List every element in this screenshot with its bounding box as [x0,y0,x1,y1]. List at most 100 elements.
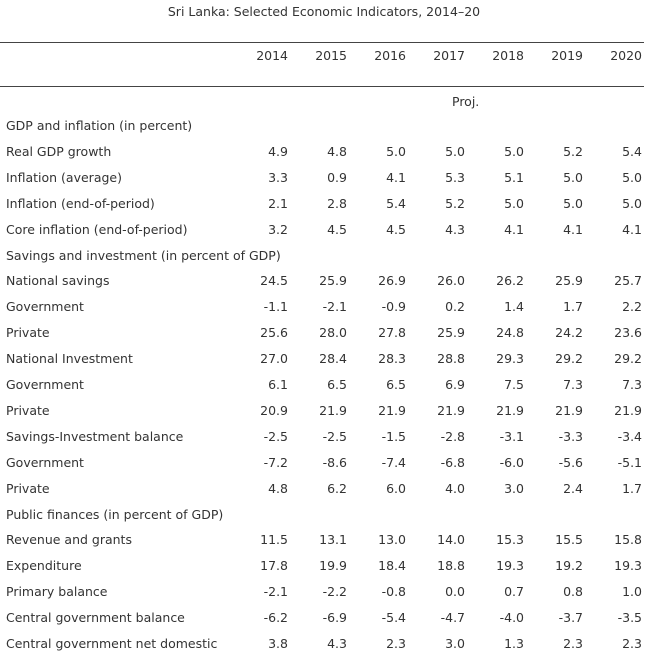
cell-2017: -6.8 [440,455,465,470]
cell-2020: 7.3 [622,377,642,392]
cell-2017: 26.0 [437,273,465,288]
row-label: Inflation (average) [6,170,122,185]
cell-2020: 4.1 [622,222,642,237]
row-label: Real GDP growth [6,144,112,159]
cell-2015: 13.1 [319,532,347,547]
cell-2016: -7.4 [381,455,406,470]
table-row: Core inflation (end-of-period) 3.2 4.5 4.5 4… [0,222,648,248]
cell-2018: 7.5 [504,377,524,392]
cell-2018: -3.1 [499,429,524,444]
cell-2018: 19.3 [496,558,524,573]
cell-2014: -2.5 [263,429,288,444]
cell-2019: 2.4 [563,481,583,496]
cell-2020: 2.3 [622,636,642,651]
cell-2014: -6.2 [263,610,288,625]
header-top-rule [0,42,644,43]
row-label: Government [6,455,84,470]
cell-2018: -6.0 [499,455,524,470]
cell-2019: 7.3 [563,377,583,392]
cell-2014: 11.5 [260,532,288,547]
cell-2017: 0.2 [445,299,465,314]
cell-2016: 5.0 [386,144,406,159]
cell-2017: 4.0 [445,481,465,496]
row-label: Government [6,299,84,314]
cell-2020: 25.7 [614,273,642,288]
cell-2016: 13.0 [378,532,406,547]
cell-2020: 2.2 [622,299,642,314]
cell-2016: 4.1 [386,170,406,185]
year-header-2019: 2019 [551,48,583,63]
cell-2020: 1.7 [622,481,642,496]
cell-2015: 4.5 [327,222,347,237]
table-row: Government -1.1 -2.1 -0.9 0.2 1.4 1.7 2.2 [0,299,648,325]
row-label: Savings-Investment balance [6,429,184,444]
cell-2018: -4.0 [499,610,524,625]
cell-2016: 2.3 [386,636,406,651]
cell-2016: 18.4 [378,558,406,573]
cell-2014: 24.5 [260,273,288,288]
year-header-2018: 2018 [492,48,524,63]
cell-2018: 1.4 [504,299,524,314]
table-row: Inflation (end-of-period) 2.1 2.8 5.4 5.2 5.0… [0,196,648,222]
row-label: Private [6,481,50,496]
cell-2015: 2.8 [327,196,347,211]
cell-2018: 24.8 [496,325,524,340]
section-header-row: Savings and investment (in percent of GD… [0,248,648,274]
cell-2015: 28.4 [319,351,347,366]
table-row: Government -7.2 -8.6 -7.4 -6.8 -6.0 -5.6 -5.1 [0,455,648,481]
cell-2018: 3.0 [504,481,524,496]
cell-2014: 25.6 [260,325,288,340]
row-label: Private [6,325,50,340]
cell-2019: -3.3 [558,429,583,444]
year-header-2017: 2017 [433,48,465,63]
cell-2014: 2.1 [268,196,288,211]
cell-2014: 4.8 [268,481,288,496]
cell-2020: 21.9 [614,403,642,418]
cell-2019: -5.6 [558,455,583,470]
cell-2017: 6.9 [445,377,465,392]
row-label: Primary balance [6,584,108,599]
cell-2018: 5.1 [504,170,524,185]
cell-2019: 4.1 [563,222,583,237]
year-header-2015: 2015 [315,48,347,63]
row-label: Inflation (end-of-period) [6,196,155,211]
cell-2014: -2.1 [263,584,288,599]
cell-2018: 4.1 [504,222,524,237]
cell-2019: 5.0 [563,196,583,211]
cell-2016: 6.0 [386,481,406,496]
cell-2016: 21.9 [378,403,406,418]
cell-2019: 19.2 [555,558,583,573]
table-row: Government 6.1 6.5 6.5 6.9 7.5 7.3 7.3 [0,377,648,403]
cell-2014: 6.1 [268,377,288,392]
cell-2015: -8.6 [322,455,347,470]
cell-2016: -0.8 [381,584,406,599]
cell-2015: -2.1 [322,299,347,314]
cell-2017: 5.2 [445,196,465,211]
cell-2019: 29.2 [555,351,583,366]
cell-2020: 29.2 [614,351,642,366]
cell-2015: 19.9 [319,558,347,573]
cell-2018: 1.3 [504,636,524,651]
cell-2019: 1.7 [563,299,583,314]
cell-2018: 26.2 [496,273,524,288]
cell-2016: -0.9 [381,299,406,314]
row-label: Central government balance [6,610,185,625]
cell-2019: 21.9 [555,403,583,418]
cell-2020: 5.0 [622,170,642,185]
table-row: Private 4.8 6.2 6.0 4.0 3.0 2.4 1.7 [0,481,648,507]
table-row: National savings 24.5 25.9 26.9 26.0 26.2 25.9… [0,273,648,299]
cell-2016: 26.9 [378,273,406,288]
cell-2019: -3.7 [558,610,583,625]
cell-2017: 5.0 [445,144,465,159]
year-header-2016: 2016 [374,48,406,63]
section-header-row: Public finances (in percent of GDP) [0,507,648,533]
cell-2017: 4.3 [445,222,465,237]
cell-2015: 4.3 [327,636,347,651]
header-bottom-rule [0,86,644,87]
cell-2015: -6.9 [322,610,347,625]
cell-2015: 4.8 [327,144,347,159]
cell-2016: 28.3 [378,351,406,366]
cell-2020: 5.0 [622,196,642,211]
cell-2014: 3.3 [268,170,288,185]
cell-2020: 23.6 [614,325,642,340]
